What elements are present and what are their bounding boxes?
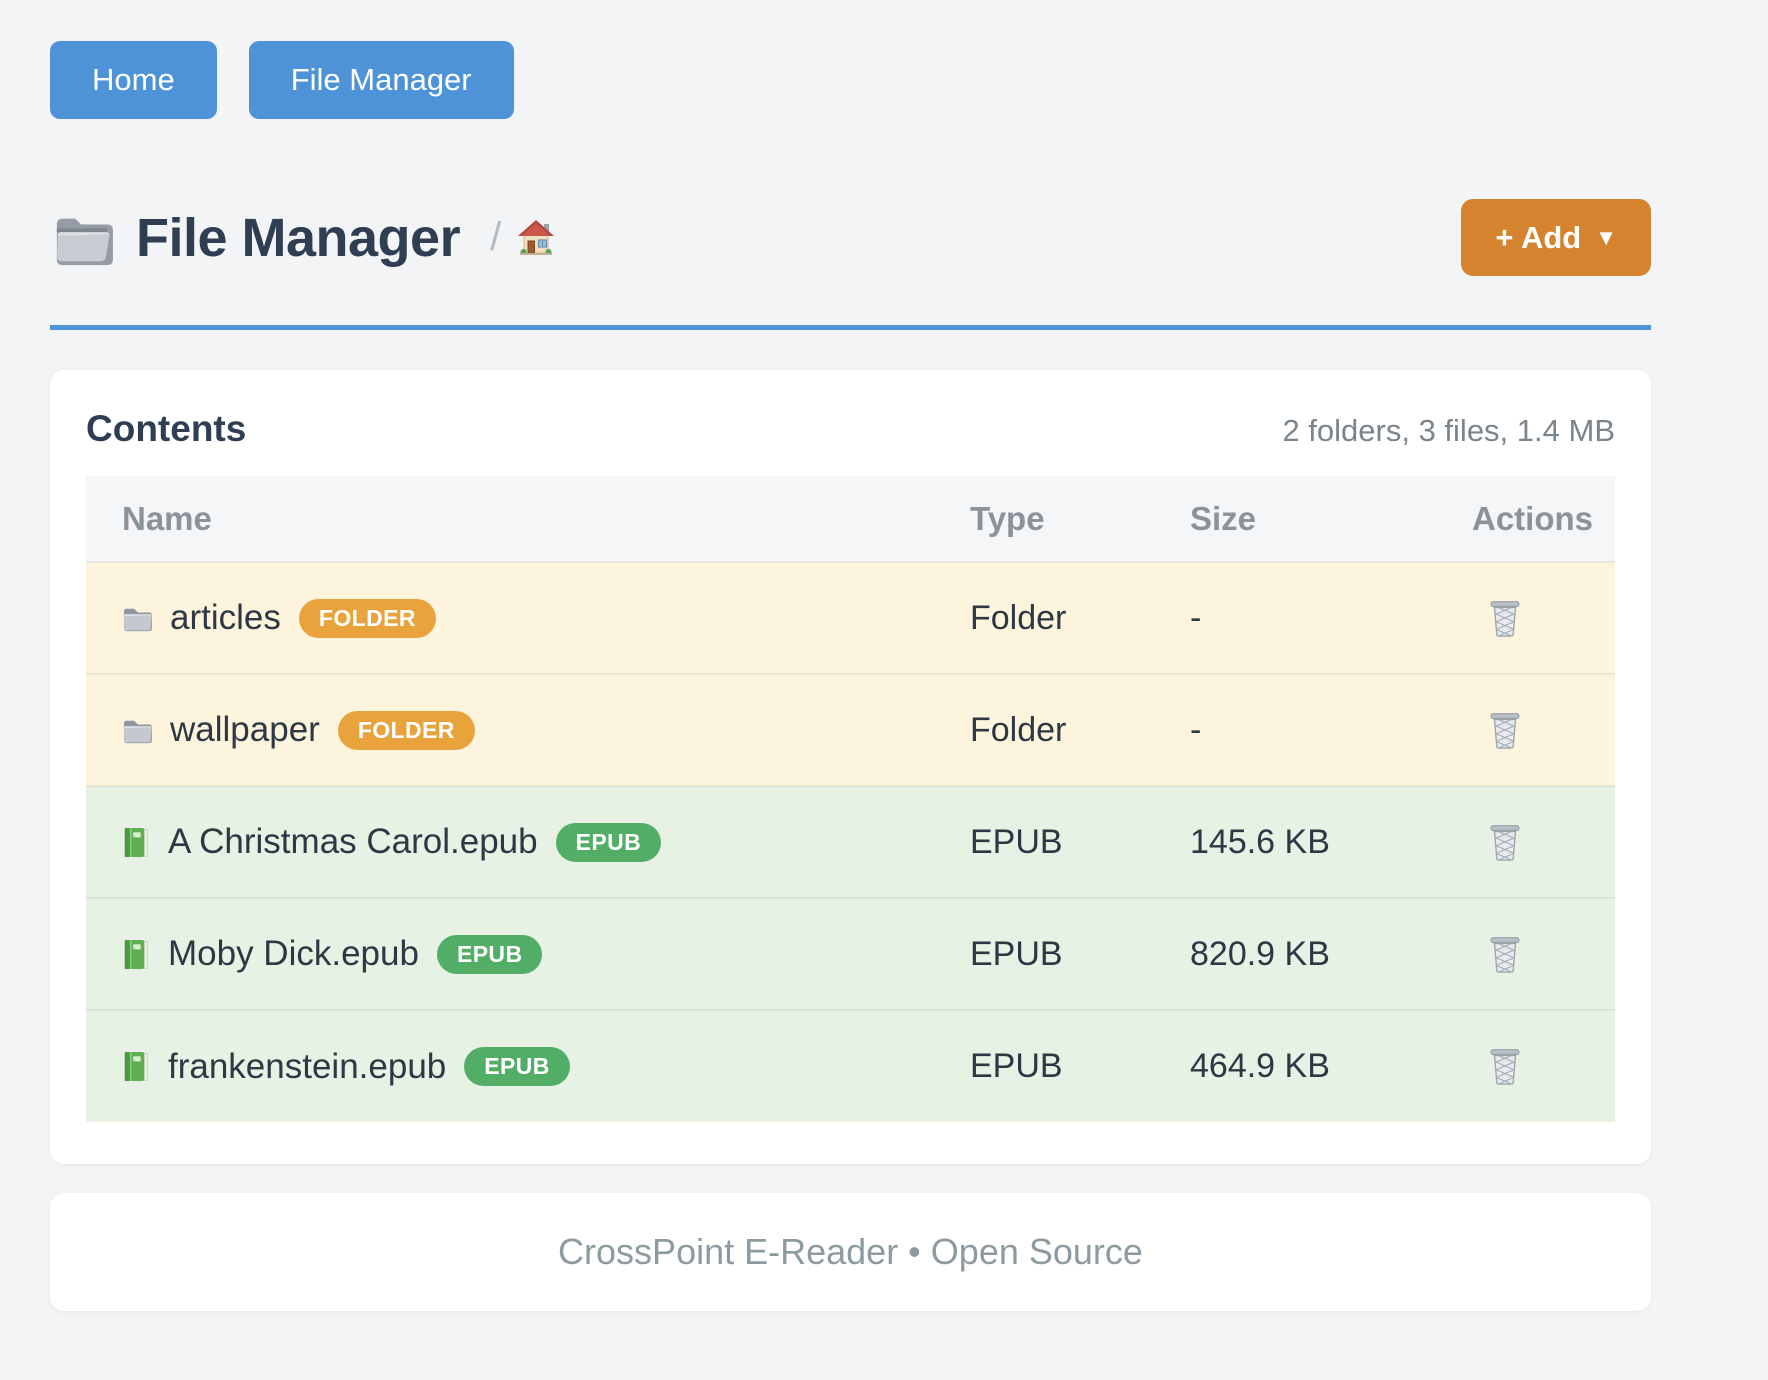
item-name-link[interactable]: A Christmas Carol.epub — [168, 822, 538, 861]
name-cell: wallpaper FOLDER — [122, 710, 970, 750]
open-folder-icon — [50, 209, 114, 267]
item-name-link[interactable]: Moby Dick.epub — [168, 934, 419, 973]
size-cell: 820.9 KB — [1190, 934, 1330, 973]
trash-icon — [1487, 820, 1523, 862]
add-button-label: + Add — [1495, 219, 1582, 255]
home-icon — [517, 218, 555, 258]
home-nav-button[interactable]: Home — [50, 41, 217, 119]
page-title: File Manager — [136, 207, 461, 268]
table-row: articles FOLDER Folder - — [86, 562, 1615, 674]
green-book-icon — [122, 938, 150, 971]
folder-icon — [122, 605, 152, 632]
column-header-size: Size — [1190, 476, 1472, 562]
item-name-link[interactable]: frankenstein.epub — [168, 1046, 447, 1086]
contents-card-header: Contents 2 folders, 3 files, 1.4 MB — [86, 408, 1615, 450]
page-header: File Manager / — [50, 199, 1651, 330]
trash-icon — [1487, 596, 1523, 638]
name-cell: A Christmas Carol.epub EPUB — [122, 822, 970, 862]
file-manager-nav-button[interactable]: File Manager — [248, 41, 514, 119]
page-container: Home File Manager File Manager / — [50, 0, 1651, 1311]
size-cell: 145.6 KB — [1190, 822, 1330, 861]
table-row: Moby Dick.epub EPUB EPUB 820.9 KB — [86, 898, 1615, 1010]
green-book-icon — [122, 826, 150, 859]
column-header-actions: Actions — [1472, 476, 1615, 562]
delete-button[interactable] — [1487, 820, 1523, 865]
size-cell: 464.9 KB — [1190, 1047, 1330, 1085]
table-header-row: Name Type Size Actions — [86, 476, 1615, 562]
column-header-type: Type — [970, 476, 1190, 562]
name-cell: Moby Dick.epub EPUB — [122, 934, 970, 974]
contents-heading: Contents — [86, 408, 247, 449]
delete-button[interactable] — [1487, 708, 1523, 753]
delete-button[interactable] — [1487, 1044, 1523, 1089]
column-header-name: Name — [86, 476, 970, 562]
delete-button[interactable] — [1487, 596, 1523, 641]
item-type-badge: FOLDER — [337, 710, 475, 750]
folder-icon — [122, 717, 152, 744]
table-row: wallpaper FOLDER Folder - — [86, 674, 1615, 786]
breadcrumb-home-link[interactable] — [517, 218, 555, 258]
breadcrumb: / — [490, 215, 502, 259]
contents-card: Contents 2 folders, 3 files, 1.4 MB Name… — [50, 370, 1651, 1164]
table-row: frankenstein.epub EPUB EPUB 464.9 KB — [86, 1010, 1615, 1122]
footer-text: CrossPoint E-Reader • Open Source — [558, 1231, 1143, 1272]
item-type-badge: EPUB — [555, 822, 662, 862]
file-table: Name Type Size Actions articles — [86, 476, 1615, 1122]
delete-button[interactable] — [1487, 932, 1523, 977]
chevron-down-icon: ▼ — [1595, 224, 1617, 250]
type-cell: EPUB — [970, 822, 1063, 861]
trash-icon — [1487, 932, 1523, 974]
size-cell: - — [1190, 710, 1202, 749]
type-cell: Folder — [970, 710, 1067, 749]
type-cell: EPUB — [970, 1047, 1063, 1085]
name-cell: frankenstein.epub EPUB — [122, 1047, 970, 1087]
name-cell: articles FOLDER — [122, 598, 970, 638]
size-cell: - — [1190, 598, 1202, 637]
item-name-link[interactable]: wallpaper — [170, 710, 320, 749]
item-name-link[interactable]: articles — [170, 598, 281, 637]
contents-summary: 2 folders, 3 files, 1.4 MB — [1282, 413, 1615, 448]
green-book-icon — [122, 1050, 150, 1083]
trash-icon — [1487, 1044, 1523, 1086]
item-type-badge: FOLDER — [298, 598, 436, 638]
type-cell: Folder — [970, 598, 1067, 637]
item-type-badge: EPUB — [464, 1047, 570, 1086]
top-nav: Home File Manager — [50, 0, 1651, 119]
title-group: File Manager / — [50, 207, 1461, 269]
add-button[interactable]: + Add ▼ — [1461, 199, 1651, 276]
footer-card: CrossPoint E-Reader • Open Source — [50, 1193, 1651, 1311]
table-row: A Christmas Carol.epub EPUB EPUB 145.6 K… — [86, 786, 1615, 898]
trash-icon — [1487, 708, 1523, 750]
item-type-badge: EPUB — [436, 934, 543, 974]
type-cell: EPUB — [970, 934, 1063, 973]
